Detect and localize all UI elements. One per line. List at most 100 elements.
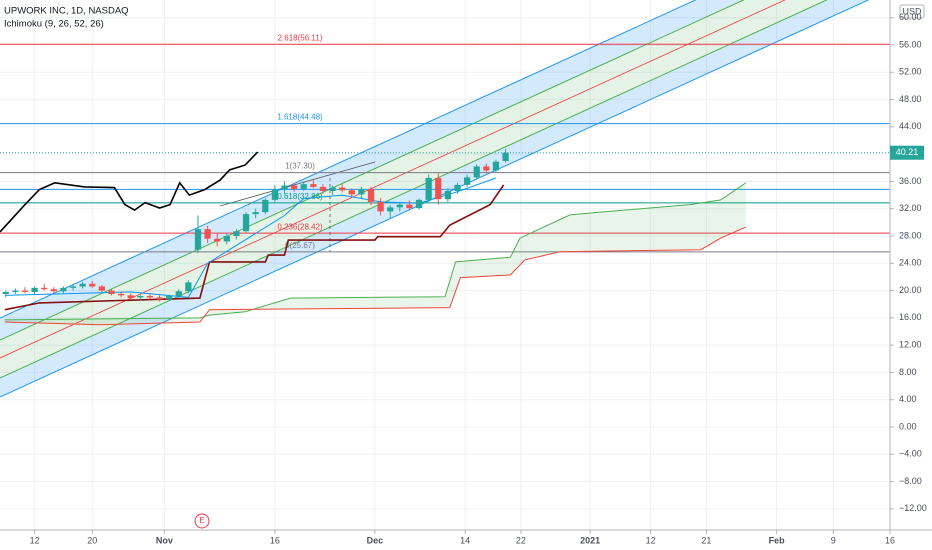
candle-body: [223, 236, 230, 242]
candle-body: [492, 161, 500, 171]
chart-title: UPWORK INC, 1D, NASDAQ: [4, 6, 129, 17]
candle-body: [463, 177, 471, 185]
x-tick-label: 22: [516, 535, 526, 545]
candle-body: [396, 204, 403, 208]
y-tick-label: 24.00: [899, 258, 922, 268]
candle-body: [367, 188, 375, 202]
y-tick-label: 12.00: [899, 340, 922, 350]
y-tick-label: 44.00: [899, 121, 922, 131]
candle-body: [242, 214, 250, 232]
candle-body: [454, 184, 461, 191]
candle-body: [185, 282, 192, 292]
x-tick-label: 2021: [580, 535, 600, 545]
candle-body: [79, 283, 86, 287]
x-tick-label: Dec: [367, 535, 384, 545]
y-tick-label: 16.00: [899, 312, 922, 322]
y-tick-label: 36.00: [899, 176, 922, 186]
last-price-box: [890, 145, 924, 160]
last-price-label: 40.21: [896, 147, 919, 157]
candle-body: [204, 229, 211, 239]
x-tick-label: 20: [87, 535, 97, 545]
candle-body: [319, 186, 327, 191]
x-tick-label: 12: [646, 535, 656, 545]
x-tick-label: Feb: [769, 535, 786, 545]
y-tick-label: 4.00: [899, 394, 917, 404]
y-tick-label: 56.00: [899, 39, 922, 49]
fib-label: 2.618(56.11): [278, 33, 323, 42]
currency[interactable]: USD: [902, 6, 922, 16]
fib-label: 0(25.67): [285, 241, 315, 250]
candle-body: [137, 296, 144, 298]
candle-body: [98, 286, 106, 291]
candle-body: [348, 190, 355, 195]
channel-line: [0, 0, 828, 379]
y-tick-label: 28.00: [899, 230, 922, 240]
candle-body: [271, 189, 279, 200]
earnings-marker[interactable]: [194, 513, 210, 529]
fib-label: 1.618(44.48): [277, 113, 323, 122]
indicator-line: [0, 151, 259, 233]
candle-body: [89, 283, 96, 287]
y-tick-label: 48.00: [899, 94, 922, 104]
candle-body: [281, 185, 288, 190]
x-tick-label: 9: [831, 535, 836, 545]
trend-line: [219, 161, 376, 207]
x-tick-label: 21: [701, 535, 711, 545]
x-tick-label: 16: [270, 535, 280, 545]
indicator-label: Ichimoku (9, 26, 52, 26): [4, 19, 104, 30]
channel-line: [0, 0, 745, 341]
y-tick-label: 32.00: [899, 203, 922, 213]
y-tick-label: 52.00: [899, 67, 922, 77]
fib-label: 1(37.30): [285, 162, 315, 171]
candle-body: [310, 184, 317, 187]
grid: [0, 0, 891, 530]
candle-body: [444, 190, 452, 200]
candle-body: [406, 204, 413, 209]
y-tick-label: −4.00: [899, 449, 922, 459]
fib-label: 0.236(28.42): [277, 222, 323, 231]
candle-body: [2, 291, 9, 294]
indicator-line: [4, 184, 505, 311]
candle-body: [483, 166, 490, 171]
x-tick-label: 14: [460, 535, 470, 545]
candle-body: [69, 286, 77, 288]
y-tick-label: 8.00: [899, 367, 917, 377]
candle-body: [41, 287, 48, 290]
candle-body: [329, 187, 336, 191]
candle-body: [415, 199, 423, 209]
candle-body: [473, 166, 480, 178]
candle-body: [156, 297, 163, 300]
candle-body: [146, 296, 154, 298]
candle-body: [387, 207, 394, 212]
currency-box[interactable]: [899, 4, 925, 19]
candle-body: [12, 290, 19, 292]
x-tick-label: Nov: [156, 535, 173, 545]
y-tick-label: −8.00: [899, 476, 922, 486]
candle-body: [339, 187, 346, 191]
candle-body: [300, 184, 307, 189]
candle-body: [194, 229, 202, 250]
y-tick-label: 0.00: [899, 421, 917, 431]
candle-body: [262, 199, 269, 213]
earnings-label[interactable]: E: [199, 516, 204, 525]
fib-label: 0.618(32.86): [277, 192, 323, 201]
y-tick-label: 20.00: [899, 285, 922, 295]
candle-body: [50, 289, 57, 292]
candle-body: [166, 296, 173, 300]
candle-body: [60, 287, 67, 292]
candle-body: [252, 212, 259, 215]
candle-body: [502, 152, 509, 161]
candle-body: [377, 201, 384, 212]
candle-body: [214, 238, 221, 242]
candle-body: [233, 231, 240, 237]
channel-center: [0, 0, 786, 359]
candle-body: [31, 287, 38, 292]
candle-body: [117, 293, 125, 296]
plot: 2.618(56.11) 1.618(44.48) 1(37.30) 0.618(32…: [0, 33, 890, 326]
channel-line: [0, 0, 697, 319]
candle-body: [425, 178, 432, 200]
candle-body: [290, 185, 298, 189]
x-tick-label: 16: [885, 535, 895, 545]
x-tick-label: 12: [30, 535, 40, 545]
